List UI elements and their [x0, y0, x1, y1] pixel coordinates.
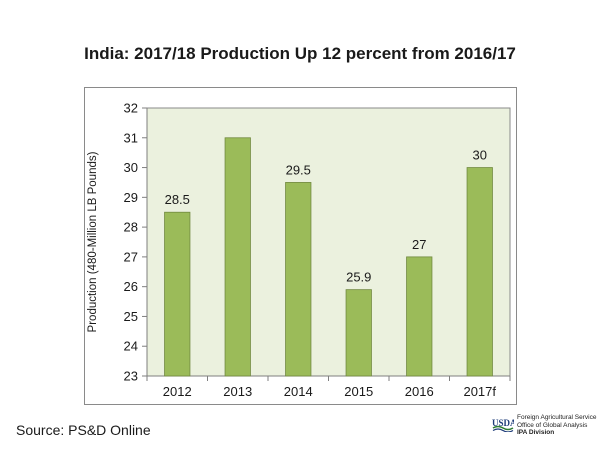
- y-tick-label: 27: [124, 249, 138, 264]
- x-axis: 2012 2013 2014 2015 2016 2017f: [146, 375, 511, 399]
- agency-line-3: IPA Division: [517, 429, 555, 436]
- agency-line-2: Office of Global Analysis: [517, 421, 588, 429]
- plot-area: [146, 107, 511, 377]
- y-tick-label: 23: [124, 369, 138, 384]
- x-tick-label: 2014: [284, 384, 313, 399]
- bar: [285, 182, 312, 377]
- plot-background: [146, 107, 511, 377]
- y-tick-label: 28: [124, 220, 138, 235]
- bar: [466, 167, 493, 377]
- y-tick-label: 24: [124, 339, 138, 354]
- source-note: Source: PS&D Online: [16, 422, 151, 438]
- chart-title: India: 2017/18 Production Up 12 percent …: [84, 44, 516, 63]
- x-tick-label: 2016: [405, 384, 434, 399]
- data-label: 28.5: [165, 192, 190, 207]
- y-tick-label: 30: [124, 160, 138, 175]
- y-tick-label: 25: [124, 309, 138, 324]
- agency-line-1: Foreign Agricultural Service: [517, 414, 597, 421]
- data-label: 30: [473, 148, 487, 163]
- y-tick-label: 32: [124, 101, 138, 116]
- y-axis: 23 24 25 26 27 28 29 30 31 32: [124, 101, 148, 384]
- bars: [164, 137, 493, 377]
- y-tick-label: 29: [124, 190, 138, 205]
- usda-logo-text: USDA: [492, 418, 514, 428]
- x-tick-label: 2015: [344, 384, 373, 399]
- bar: [345, 289, 372, 377]
- data-labels: 28.5 29.5 25.9 27 30: [165, 148, 487, 285]
- bar: [406, 256, 433, 377]
- agency-text: Foreign Agricultural Service Office of G…: [517, 414, 596, 437]
- y-axis-label: Production (480-Million LB Pounds): [87, 151, 99, 332]
- bar: [224, 137, 251, 377]
- x-tick-label: 2017f: [463, 384, 496, 399]
- x-tick-label: 2012: [163, 384, 192, 399]
- bar: [164, 211, 191, 377]
- y-tick-label: 26: [124, 279, 138, 294]
- y-tick-label: 31: [124, 130, 138, 145]
- data-label: 25.9: [346, 270, 371, 285]
- data-label: 29.5: [286, 162, 311, 177]
- usda-logo-icon: USDA: [492, 418, 514, 432]
- data-label: 27: [412, 237, 426, 252]
- x-tick-label: 2013: [223, 384, 252, 399]
